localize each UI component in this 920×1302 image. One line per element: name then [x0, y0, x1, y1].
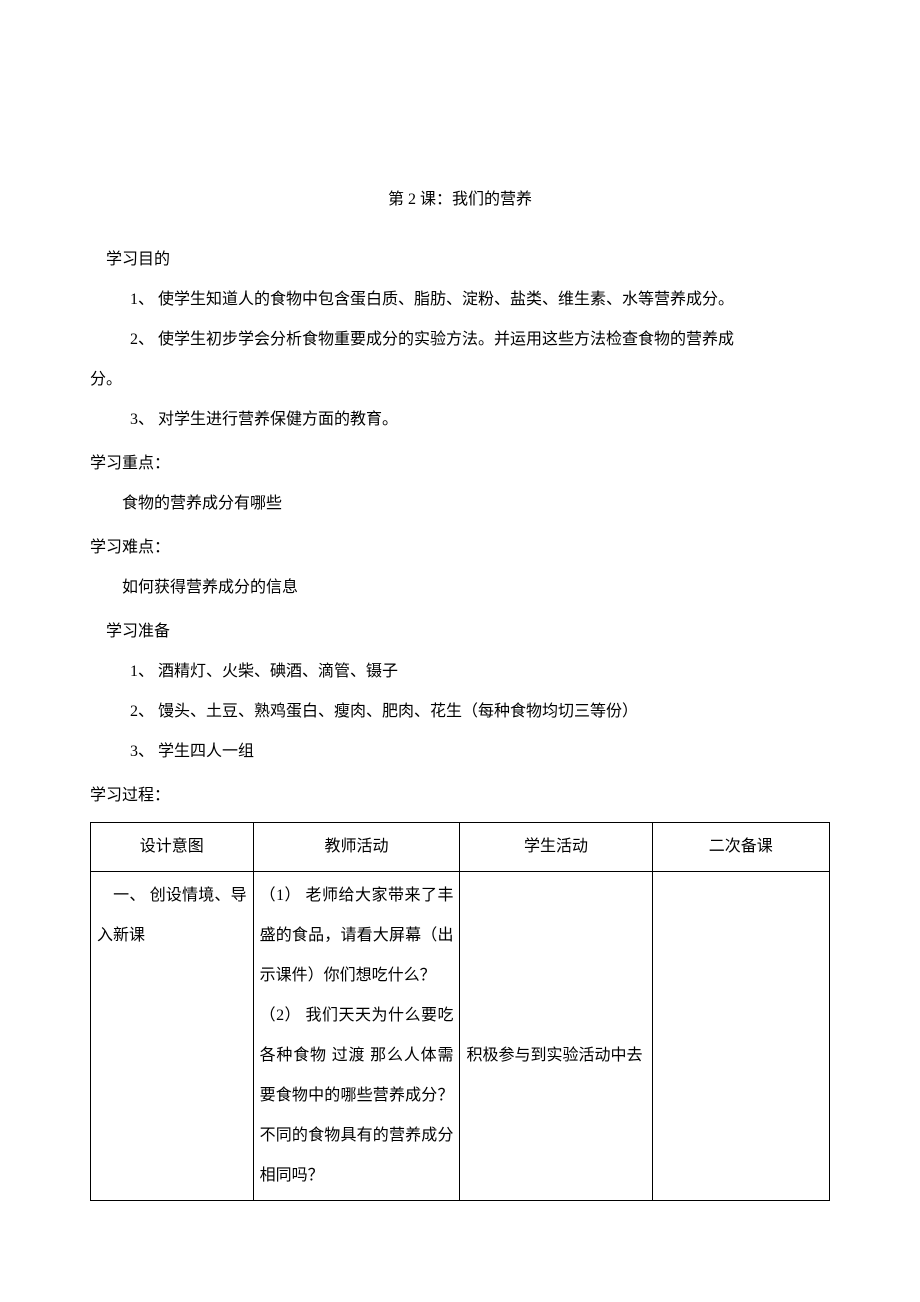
- header-second-prep: 二次备课: [652, 823, 829, 872]
- objective-item-3: 3、 对学生进行营养保健方面的教育。: [90, 400, 830, 440]
- focus-body: 食物的营养成分有哪些: [90, 484, 830, 524]
- prep-item-1: 1、 酒精灯、火柴、碘酒、滴管、镊子: [90, 652, 830, 692]
- objective-item-2: 2、 使学生初步学会分析食物重要成分的实验方法。并运用这些方法检查食物的营养成: [90, 320, 830, 360]
- cell-design-intent: 一、 创设情境、导入新课: [91, 872, 254, 1201]
- table-row: 一、 创设情境、导入新课 （1） 老师给大家带来了丰盛的食品，请看大屏幕（出示课…: [91, 872, 830, 1201]
- prep-item-2: 2、 馒头、土豆、熟鸡蛋白、瘦肉、肥肉、花生（每种食物均切三等份）: [90, 692, 830, 732]
- objective-item-1: 1、 使学生知道人的食物中包含蛋白质、脂肪、淀粉、盐类、维生素、水等营养成分。: [90, 280, 830, 320]
- lesson-title: 第 2 课：我们的营养: [90, 180, 830, 220]
- difficulty-body: 如何获得营养成分的信息: [90, 568, 830, 608]
- cell-teacher-activity: （1） 老师给大家带来了丰盛的食品，请看大屏幕（出示课件）你们想吃什么？（2） …: [253, 872, 460, 1201]
- prep-item-3: 3、 学生四人一组: [90, 732, 830, 772]
- lesson-process-table: 设计意图 教师活动 学生活动 二次备课 一、 创设情境、导入新课 （1） 老师给…: [90, 822, 830, 1201]
- process-heading: 学习过程：: [90, 776, 830, 816]
- header-design-intent: 设计意图: [91, 823, 254, 872]
- table-header-row: 设计意图 教师活动 学生活动 二次备课: [91, 823, 830, 872]
- objective-item-2-cont: 分。: [90, 360, 830, 400]
- cell-second-prep: [652, 872, 829, 1201]
- header-teacher-activity: 教师活动: [253, 823, 460, 872]
- header-student-activity: 学生活动: [460, 823, 652, 872]
- cell-student-activity: 积极参与到实验活动中去: [460, 872, 652, 1201]
- focus-heading: 学习重点：: [90, 444, 830, 484]
- objectives-heading: 学习目的: [90, 240, 830, 280]
- prep-heading: 学习准备: [90, 612, 830, 652]
- difficulty-heading: 学习难点：: [90, 528, 830, 568]
